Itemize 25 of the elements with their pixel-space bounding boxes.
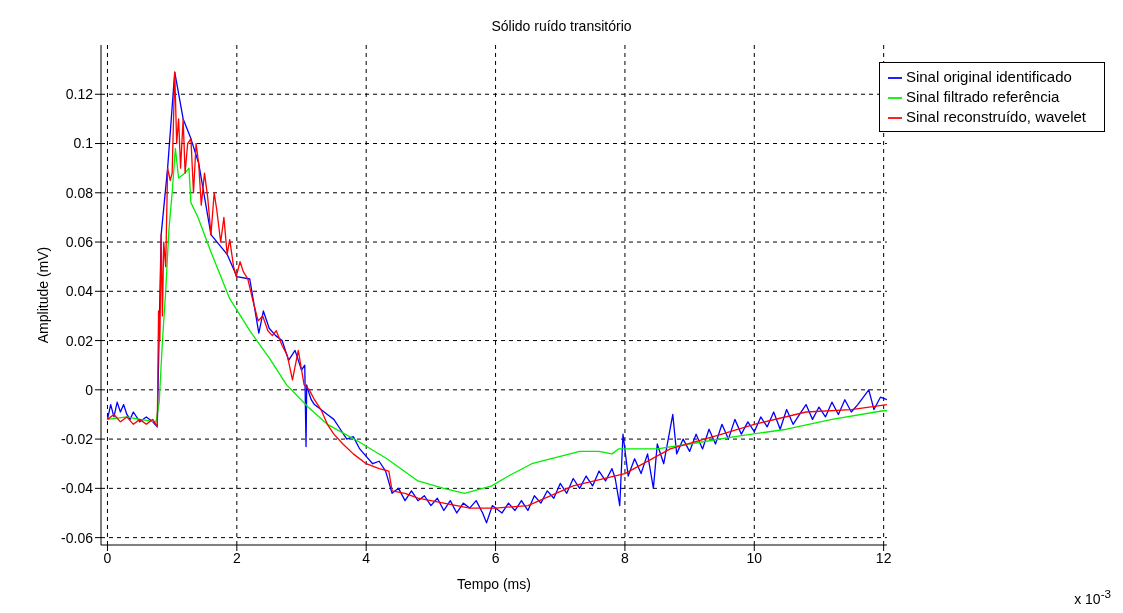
y-axis-title: Amplitude (mV) [34, 246, 51, 344]
y-tick-label: 0.08 [65, 184, 94, 201]
y-tick-label: -0.06 [61, 529, 94, 546]
x-tick-label: 4 [362, 549, 371, 566]
x-tick-label: 6 [491, 549, 500, 566]
y-tick-label: -0.04 [61, 480, 94, 497]
line-series [106, 147, 887, 494]
y-tick-label: 0.02 [65, 332, 94, 349]
text: x 10$^{-3}$ [1074, 587, 1111, 607]
y-tick-label: 0.1 [73, 135, 94, 152]
legend-label: Sinal original identificado [905, 68, 1072, 85]
y-tick-label: 0 [85, 381, 94, 398]
y-tick-label: 0.04 [65, 283, 94, 300]
x-tick-label: 0 [103, 549, 112, 566]
chart-title: Sólido ruído transitório [490, 18, 633, 34]
x-tick-label: 10 [746, 549, 763, 566]
legend-label: Sinal reconstruído, wavelet [905, 108, 1086, 125]
y-tick-label: 0.12 [65, 86, 94, 103]
x-tick-label: 12 [875, 549, 892, 566]
x-tick-label: 2 [232, 549, 241, 566]
y-tick-label: 0.06 [65, 234, 94, 251]
legend-label: Sinal filtrado referência [905, 88, 1060, 105]
y-tick-label: -0.02 [61, 431, 94, 448]
x-tick-label: 8 [621, 549, 630, 566]
x-axis-title: Tempo (ms) [456, 575, 531, 592]
